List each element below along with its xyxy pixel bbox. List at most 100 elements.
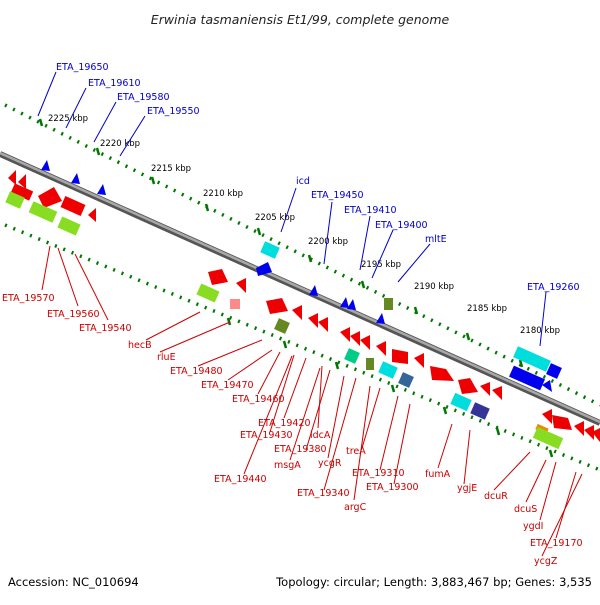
- leader-line: [65, 87, 87, 129]
- gene-label: ETA_19540: [79, 323, 132, 334]
- scale-tick: [413, 306, 419, 315]
- gene-label: ETA_19380: [274, 444, 327, 455]
- gene-arrow: [552, 415, 572, 430]
- gene-label: ycgZ: [534, 556, 558, 567]
- leader-line: [197, 339, 263, 367]
- gene-arrow: [492, 386, 502, 400]
- gene-block: [470, 402, 490, 420]
- leader-line: [93, 101, 117, 143]
- scale-tick: [226, 317, 232, 326]
- gene-arrow: [414, 353, 424, 368]
- scale-tick: [307, 254, 313, 263]
- leader-line: [327, 375, 345, 459]
- gene-arrow: [71, 173, 80, 184]
- gene-block: [28, 201, 58, 223]
- scale-tick: [150, 176, 156, 185]
- gene-arrow: [340, 327, 350, 342]
- gene-arrow: [256, 262, 272, 276]
- forward-gene-labels: ETA_19650 ETA_19610 ETA_19580 ETA_19550 …: [56, 62, 580, 293]
- gene-block: [546, 363, 562, 379]
- gene-label: ygjE: [457, 483, 477, 494]
- leader-line: [555, 471, 577, 539]
- scale-label: 2205 kbp: [255, 213, 295, 223]
- gene-arrow: [88, 208, 96, 222]
- gene-label: ETA_19340: [297, 488, 350, 499]
- accession-label: Accession: NC_010694: [8, 575, 139, 589]
- reverse-gene-labels: ETA_19570 ETA_19560 ETA_19540 hecB rluE …: [2, 293, 583, 567]
- gene-arrow: [308, 313, 318, 328]
- gene-arrow: [542, 380, 552, 392]
- forward-leader-lines: [37, 71, 547, 347]
- leader-line: [379, 395, 399, 471]
- leader-line: [463, 429, 471, 485]
- gene-arrow: [574, 421, 584, 436]
- reverse-leader-lines: [41, 245, 583, 557]
- gene-block: [450, 392, 472, 412]
- gene-block: [366, 358, 374, 370]
- gene-arrow: [480, 382, 490, 396]
- gene-arrow: [360, 335, 370, 350]
- leader-line: [539, 461, 557, 521]
- map-title: Erwinia tasmaniensis Et1/99, complete ge…: [151, 12, 450, 27]
- leader-line: [323, 201, 333, 265]
- gene-label: ETA_19300: [366, 482, 419, 493]
- gene-arrow: [97, 184, 106, 195]
- gene-arrow: [347, 299, 356, 310]
- leader-line: [361, 387, 381, 449]
- scale-tick: [256, 227, 262, 236]
- gene-block: [344, 348, 360, 364]
- scale-tick: [465, 332, 471, 341]
- leader-line: [227, 349, 273, 381]
- gene-block: [60, 196, 86, 216]
- gene-label: hecB: [128, 340, 152, 351]
- leader-line: [283, 357, 307, 419]
- scale-tick: [442, 406, 448, 415]
- leader-line: [280, 187, 297, 233]
- gene-block: [57, 216, 81, 236]
- gene-label: dcuS: [514, 504, 537, 515]
- gene-label: ETA_19430: [240, 430, 293, 441]
- scale-tick: [390, 384, 396, 393]
- gene-label: ETA_19610: [88, 78, 141, 89]
- scale-tick: [548, 449, 554, 458]
- gene-arrow: [18, 174, 26, 189]
- scale-tick: [360, 280, 366, 289]
- scale-tick: [495, 427, 501, 436]
- leader-line: [437, 423, 453, 469]
- gene-label: ygdI: [523, 521, 543, 532]
- scale-ticks: [38, 118, 554, 458]
- gene-arrow: [592, 428, 600, 442]
- gene-label: ycgR: [318, 458, 342, 469]
- forward-genes: [41, 160, 562, 392]
- leader-line: [41, 245, 51, 291]
- leader-line: [359, 215, 371, 271]
- gene-arrow: [236, 278, 246, 293]
- gene-arrow: [8, 170, 16, 185]
- gene-label: icd: [296, 176, 310, 187]
- scale-label: 2215 kbp: [151, 164, 191, 174]
- gene-block: [260, 241, 280, 259]
- gene-arrow: [309, 285, 318, 296]
- gene-block: [398, 372, 414, 388]
- leader-line: [541, 473, 583, 557]
- leader-line: [539, 291, 547, 347]
- scale-label: 2195 kbp: [361, 260, 401, 270]
- leader-line: [37, 71, 57, 117]
- leader-line: [145, 311, 201, 341]
- gene-label: treA: [346, 446, 366, 457]
- gene-arrow: [41, 160, 50, 171]
- gene-arrow: [584, 425, 594, 440]
- gene-label: ETA_19570: [2, 293, 55, 304]
- gene-arrow: [392, 349, 408, 364]
- topology-label: Topology: circular; Length: 3,883,467 bp…: [275, 575, 592, 589]
- gene-label: ETA_19260: [527, 282, 580, 293]
- gene-label: mltE: [425, 234, 447, 245]
- outer-scale-track: [4, 103, 600, 407]
- gene-block: [5, 191, 25, 209]
- gene-arrow: [458, 378, 478, 394]
- leader-line: [305, 369, 331, 451]
- leader-line: [317, 365, 323, 429]
- gene-arrow: [376, 313, 385, 324]
- gene-label: rluE: [157, 352, 176, 363]
